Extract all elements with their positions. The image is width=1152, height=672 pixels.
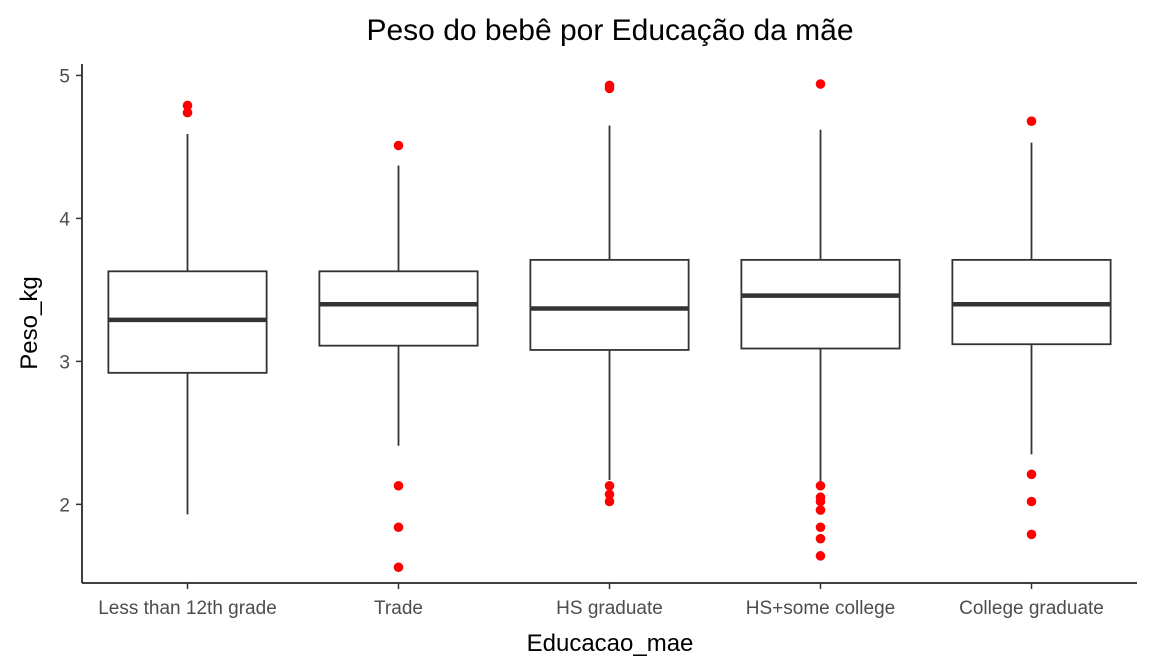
outlier-point: [604, 489, 615, 500]
chart-title: Peso do bebê por Educação da mãe: [366, 14, 853, 47]
outlier-point: [393, 140, 404, 151]
box-group: [107, 100, 268, 515]
outlier-point: [393, 562, 404, 573]
outlier-point: [815, 522, 826, 533]
outlier-point: [815, 551, 826, 561]
outlier-point: [815, 505, 826, 515]
outlier-point: [1026, 496, 1037, 507]
outlier-point: [393, 480, 404, 491]
x-tick-label: College graduate: [959, 598, 1104, 619]
outlier-point: [182, 100, 193, 111]
iqr-box: [529, 258, 690, 351]
x-axis-title: Educacao_mae: [527, 630, 694, 657]
iqr-box: [740, 258, 901, 350]
iqr-box: [318, 270, 479, 347]
box-group: [318, 140, 479, 573]
plot-area: [107, 79, 1112, 573]
outlier-point: [815, 79, 826, 89]
y-axis-ticks: 2 3 4 5: [59, 66, 82, 516]
x-tick-label: HS+some college: [746, 598, 895, 619]
outlier-point: [393, 522, 404, 533]
outlier-point: [1026, 469, 1037, 480]
x-tick-label: HS graduate: [556, 598, 663, 619]
box-group: [740, 79, 901, 561]
outlier-point: [1026, 529, 1037, 540]
box-group: [951, 116, 1112, 540]
outlier-point: [815, 533, 826, 544]
y-tick-label: 2: [59, 495, 70, 516]
x-tick-label: Less than 12th grade: [98, 598, 277, 619]
outlier-point: [182, 107, 193, 118]
outlier-point: [604, 496, 615, 507]
x-tick-label: Trade: [374, 598, 423, 619]
outlier-point: [1026, 116, 1037, 126]
y-tick-label: 3: [59, 352, 70, 373]
box-group: [529, 80, 690, 507]
y-axis-title: Peso_kg: [16, 276, 43, 369]
x-axis-ticks: Less than 12th grade Trade HS graduate HS+s…: [98, 583, 1104, 619]
outlier-point: [604, 480, 615, 491]
y-tick-label: 5: [59, 66, 70, 87]
outlier-point: [604, 83, 615, 94]
y-tick-label: 4: [59, 209, 70, 230]
outlier-point: [815, 496, 826, 507]
outlier-point: [815, 480, 826, 491]
